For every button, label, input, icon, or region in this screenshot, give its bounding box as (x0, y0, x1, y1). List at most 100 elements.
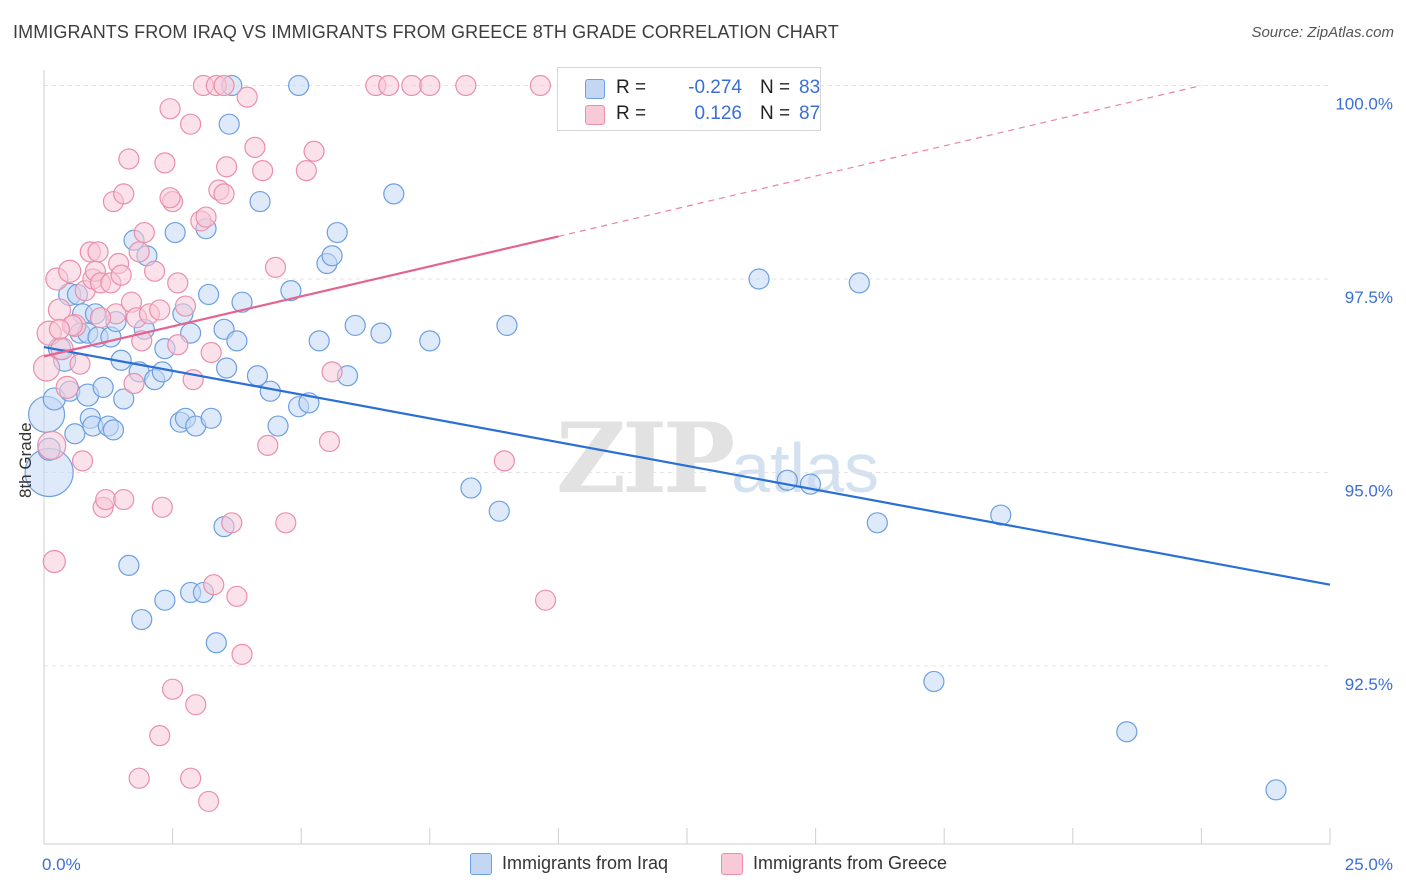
iraq-point (488, 500, 510, 522)
greece-point (154, 152, 176, 174)
iraq-point (288, 74, 310, 97)
legend-n-value: 83 (799, 77, 821, 98)
greece-point (128, 767, 150, 789)
iraq-point (460, 477, 482, 499)
iraq-point (326, 221, 348, 244)
legend-swatch-greece (585, 105, 605, 125)
legend-r-value: -0.274 (688, 77, 742, 98)
y-tick-label: 100.0% (1335, 94, 1393, 113)
iraq-point (748, 268, 770, 290)
iraq-point (118, 554, 140, 576)
x-tick-label: 25.0% (1345, 855, 1393, 874)
greece-point (149, 725, 171, 747)
iraq-trend-line (43, 346, 1331, 586)
iraq-point (344, 314, 366, 337)
greece-point (401, 74, 423, 97)
greece-point (185, 694, 207, 716)
y-axis-label: 8th Grade (16, 422, 35, 498)
iraq-point (102, 419, 125, 441)
greece-point (48, 318, 71, 340)
iraq-point (923, 670, 945, 693)
chart-title: IMMIGRANTS FROM IRAQ VS IMMIGRANTS FROM … (13, 22, 839, 42)
greece-point (69, 353, 91, 375)
greece-point (55, 375, 79, 399)
iraq-point (198, 283, 220, 306)
iraq-point (370, 322, 392, 344)
iraq-point (249, 190, 271, 213)
greece-point (32, 354, 61, 382)
iraq-point (308, 330, 330, 352)
iraq-point (866, 512, 888, 534)
greece-point (131, 330, 153, 352)
y-tick-label: 95.0% (1345, 481, 1393, 500)
greece-point (195, 206, 217, 228)
bottom-legend-swatch-iraq (470, 853, 492, 875)
legend-n-label: N = (760, 103, 791, 124)
greece-point (226, 585, 248, 607)
greece-point (221, 512, 243, 534)
greece-point (143, 260, 166, 282)
greece-point (58, 259, 82, 283)
greece-point (167, 334, 189, 356)
iraq-point (321, 245, 343, 267)
greece-point (213, 183, 235, 205)
greece-point (180, 767, 202, 789)
greece-point (198, 790, 220, 813)
greece-point (244, 136, 266, 158)
greece-point (167, 272, 189, 294)
greece-point (216, 156, 238, 178)
greece-point (180, 113, 202, 135)
greece-point (42, 549, 66, 574)
iraq-point (419, 330, 441, 352)
iraq-point (280, 279, 302, 302)
greece-point (257, 434, 279, 456)
iraq-point (776, 469, 798, 491)
greece-point (71, 450, 94, 472)
iraq-point (64, 423, 86, 445)
iraq-point (218, 113, 240, 135)
iraq-point (267, 415, 289, 437)
iraq-point (154, 589, 176, 611)
iraq-point (990, 504, 1012, 526)
iraq-point (848, 272, 870, 294)
bottom-legend-label-greece: Immigrants from Greece (753, 853, 948, 873)
greece-point (174, 295, 197, 317)
greece-point (113, 183, 135, 205)
greece-point (252, 160, 274, 182)
greece-point (200, 341, 222, 364)
legend-r-label: R = (616, 103, 647, 124)
greece-trend-line-extension (558, 84, 1202, 237)
greece-point (529, 74, 551, 97)
iraq-point (200, 407, 222, 429)
iraq-point (226, 330, 248, 352)
iraq-point (92, 376, 114, 398)
iraq-point (164, 221, 186, 244)
greece-point (133, 221, 155, 244)
greece-point (318, 430, 341, 453)
greece-point (37, 430, 67, 460)
greece-point (275, 512, 297, 534)
legend-r-label: R = (616, 77, 647, 98)
greece-point (455, 74, 477, 97)
greece-point (123, 372, 145, 395)
iraq-point (151, 361, 173, 383)
legend-n-value: 87 (799, 103, 821, 124)
greece-point (151, 496, 173, 518)
greece-point (113, 488, 135, 511)
x-tick-label: 0.0% (42, 855, 81, 874)
iraq-point (216, 357, 238, 379)
iraq-point (131, 608, 153, 631)
greece-point (149, 299, 171, 321)
source-credit: Source: ZipAtlas.com (1251, 24, 1394, 41)
greece-trend-line (43, 235, 559, 358)
greece-point (493, 450, 515, 472)
iraq-point (205, 632, 227, 654)
legend-swatch-iraq (585, 79, 605, 99)
legend-n-label: N = (760, 77, 791, 98)
greece-point (87, 241, 109, 263)
greece-point (236, 86, 258, 108)
greece-point (162, 678, 184, 700)
greece-point (419, 74, 441, 97)
greece-point (118, 148, 140, 170)
